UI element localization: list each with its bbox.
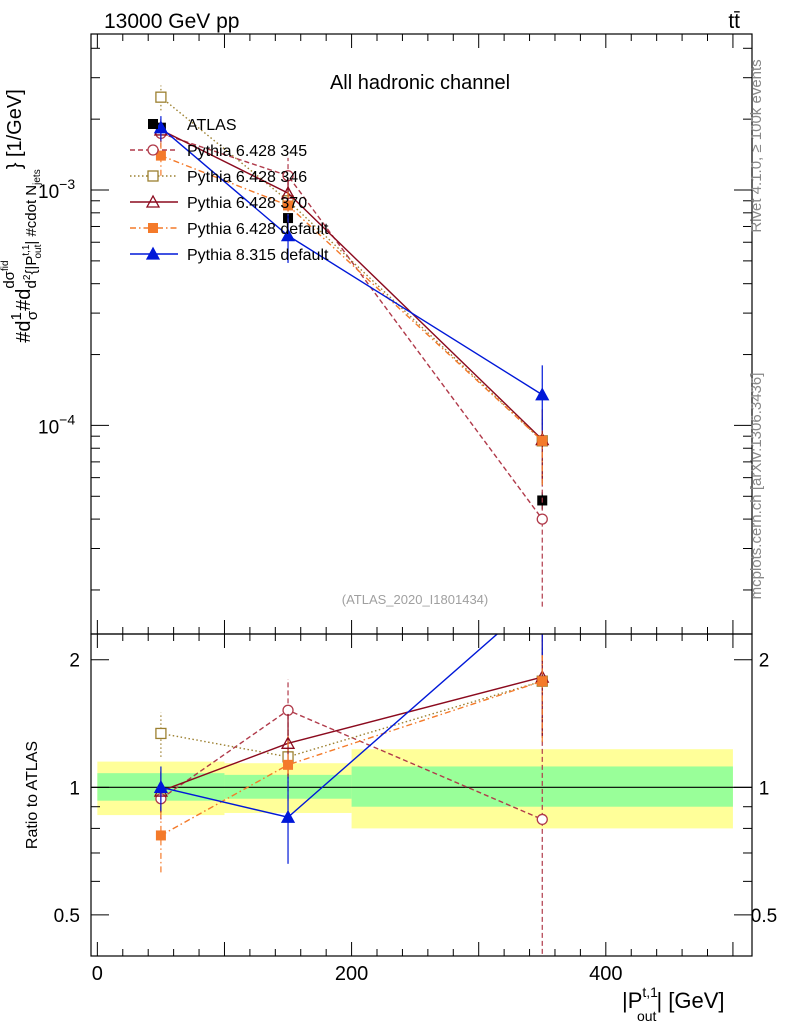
main-series-4 [155, 138, 548, 485]
x-label-sub: out [637, 1008, 657, 1024]
x-label-abs: |P [622, 988, 642, 1013]
ratio-y-tick-label-right-2: 2 [759, 651, 770, 672]
ratio-point-4-0 [153, 779, 169, 793]
y-label-prefix: #d [13, 321, 35, 343]
ratio-point-0-2 [536, 813, 548, 826]
legend-label-0: ATLAS [187, 117, 237, 134]
y-label-sigma: σ [24, 310, 41, 320]
ratio-point-2-1 [280, 735, 296, 749]
process-label: tt̄ [728, 10, 740, 33]
y-label-den-sq: 2 [22, 274, 33, 280]
main-series-line-1 [160, 132, 543, 520]
main-y-axis-label: #d1σ#ddσfidd2{|Pt,1out| #cdot Njets} [1/… [0, 89, 44, 343]
main-series-5 [153, 116, 550, 431]
x-axis-label: |Pt,1 out| [GeV] [622, 984, 725, 1024]
ratio-y-tick-label-right-1: 1 [759, 778, 770, 799]
ratio-point-1-0 [155, 727, 167, 740]
ratio-point-3-2 [537, 676, 548, 687]
main-point-4-0 [155, 150, 166, 161]
main-axis-ticks: 10−410−310−2 [38, 34, 752, 634]
ratio-y-tick-label-right-0: 0.5 [751, 906, 777, 927]
legend-marker-5 [145, 246, 161, 260]
tick-exponent: −3 [59, 176, 75, 192]
legend-marker-0 [148, 119, 158, 129]
main-point-2-0 [155, 91, 167, 103]
y-label-den-sup: t,1 [21, 244, 32, 256]
x-tick-label-0: 0 [92, 963, 103, 985]
y-label-fid: fid [0, 260, 11, 271]
mcplots-label: mcplots.cern.ch [arXiv:1306.3436] [748, 373, 765, 600]
legend-marker-3 [145, 194, 161, 208]
ratio-y-axis-label: Ratio to ATLAS [24, 741, 41, 849]
chart-title: All hadronic channel [330, 72, 510, 94]
legend-label-5: Pythia 8.315 default [187, 247, 329, 264]
tick-base: 10 [38, 182, 59, 203]
ratio-y-tick-label-left-0: 0.5 [54, 906, 80, 927]
legend-marker-4 [148, 223, 158, 233]
rivet-version-label: Rivet 4.1.0, ≥ 100k events [748, 59, 765, 232]
main-series-group [153, 85, 550, 607]
ratio-series-group [153, 634, 550, 956]
y-label-num2: σ [1, 270, 18, 280]
main-plot-panel: 10−410−310−2 All hadronic channel (ATLAS… [38, 33, 753, 635]
y-label-den-sub: out [33, 244, 44, 258]
ratio-point-4-1 [280, 809, 296, 823]
ratio-series-4 [153, 634, 543, 864]
main-point-4-1 [283, 200, 294, 211]
x-tick-label-1: 200 [335, 963, 368, 985]
x-label-sup: t,1 [642, 984, 658, 1000]
x-tick-label-2: 400 [589, 963, 622, 985]
ratio-y-tick-label-left-1: 1 [69, 778, 80, 799]
main-point-5-2 [535, 387, 550, 401]
ratio-y-tick-label-left-2: 2 [69, 651, 80, 672]
legend-marker-1 [147, 144, 159, 156]
legend: ATLAS Pythia 6.428 345 Pythia 6.428 346 Pyt… [130, 117, 329, 264]
main-point-4-2 [537, 435, 548, 446]
main-point-3-1 [280, 185, 296, 199]
legend-marker-2 [147, 170, 159, 182]
tick-base: 10 [38, 417, 59, 438]
x-axis-label-text: |Pt,1 out| [GeV] [622, 984, 725, 1024]
ratio-point-3-0 [155, 830, 166, 841]
y-label-den-rest: | #cdot N [23, 185, 40, 245]
y-label-inv: 1 [8, 312, 25, 320]
y-label-num: d [1, 280, 18, 288]
y-label-hash: #d [13, 289, 35, 311]
ratio-plot-frame [90, 633, 753, 957]
legend-label-3: Pythia 6.428 370 [187, 195, 307, 212]
y-label-jets: jets [32, 169, 43, 186]
main-y-tick-label-1: 10−3 [38, 176, 75, 203]
legend-label-4: Pythia 6.428 default [187, 221, 329, 238]
main-y-tick-label-0: 10−4 [38, 411, 75, 438]
y-label-den: d [23, 280, 40, 288]
main-y-axis-label-text: #d1σ#ddσfidd2{|Pt,1out| #cdot Njets} [1/… [0, 89, 44, 343]
ratio-uncertainty-bands [97, 749, 733, 829]
legend-label-2: Pythia 6.428 346 [187, 169, 307, 186]
main-point-5-1 [280, 228, 296, 242]
ratio-point-0-1 [282, 704, 294, 716]
x-label-unit: | [GeV] [656, 988, 724, 1013]
ratio-series-0 [155, 679, 548, 956]
analysis-tag: (ATLAS_2020_I1801434) [342, 592, 488, 607]
ratio-plot-panel: 0.5 0.5 1 1 2 2 0 200 400 [54, 633, 777, 985]
tick-exponent: −4 [59, 411, 75, 427]
legend-label-1: Pythia 6.428 345 [187, 143, 307, 160]
ratio-point-3-1 [283, 759, 294, 770]
y-label-den-brace: {|P [23, 256, 40, 275]
main-point-1-2 [536, 513, 548, 525]
ratio-series-3 [155, 635, 548, 873]
y-label-unit: } [1/GeV] [4, 89, 26, 169]
ratio-axis-ticks: 0.5 0.5 1 1 2 2 0 200 400 [54, 634, 777, 985]
energy-label: 13000 GeV pp [104, 10, 239, 33]
